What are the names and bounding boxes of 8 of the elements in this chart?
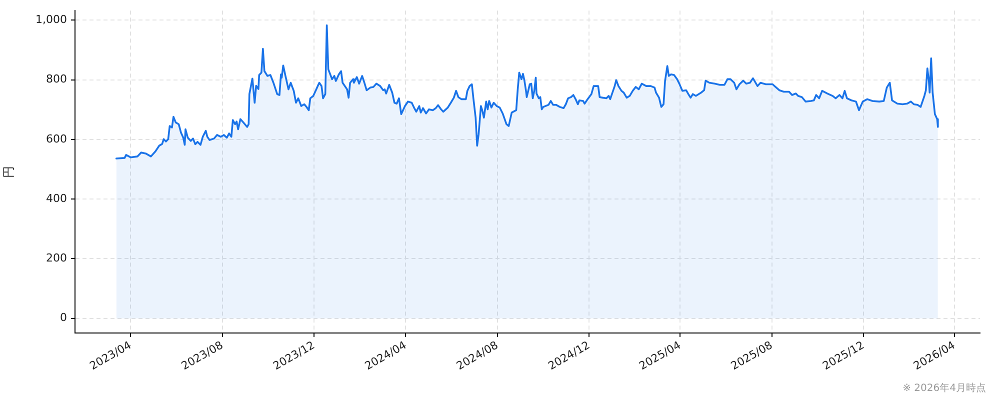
y-tick-label: 0 bbox=[60, 311, 67, 324]
text: ※ 2026年4月時点 bbox=[902, 382, 986, 394]
y-tick-label: 200 bbox=[46, 252, 67, 265]
y-tick-label: 600 bbox=[46, 132, 67, 146]
y-tick-label: 400 bbox=[46, 192, 67, 205]
y-axis-title: 円 bbox=[1, 166, 16, 178]
y-tick-label: 800 bbox=[46, 72, 67, 86]
y-tick-label: 1,000 bbox=[36, 13, 67, 26]
